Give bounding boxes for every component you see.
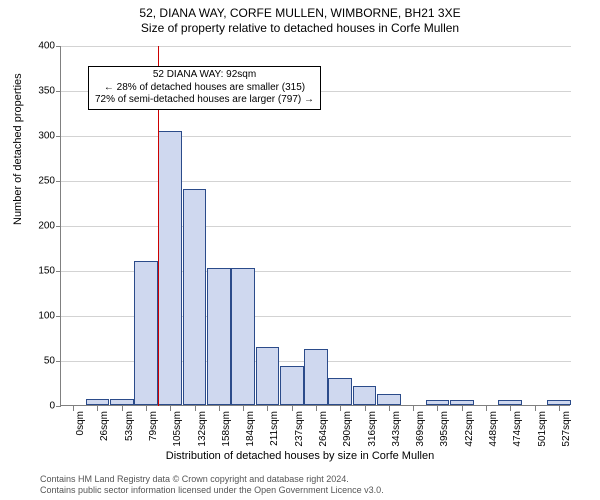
xtick-mark [413,406,414,411]
xtick-mark [316,406,317,411]
xtick-label: 264sqm [318,411,329,471]
histogram-bar [304,349,328,405]
histogram-bar [353,386,377,405]
ytick-mark [56,136,61,137]
xtick-mark [292,406,293,411]
histogram-bar [183,189,207,405]
xtick-mark [219,406,220,411]
ytick-label: 200 [15,221,55,232]
histogram-bar [110,399,134,405]
xtick-label: 448sqm [488,411,499,471]
xtick-mark [122,406,123,411]
histogram-bar [207,268,231,405]
footer-line-2: Contains public sector information licen… [40,485,384,496]
xtick-mark [195,406,196,411]
histogram-bar [134,261,158,405]
ytick-mark [56,91,61,92]
xtick-label: 474sqm [512,411,523,471]
ytick-mark [56,46,61,47]
histogram-bar [231,268,255,405]
ytick-label: 150 [15,266,55,277]
ytick-mark [56,271,61,272]
xtick-label: 395sqm [439,411,450,471]
xtick-label: 0sqm [75,411,86,471]
xtick-mark [73,406,74,411]
ytick-mark [56,316,61,317]
histogram-bar [328,378,352,405]
xtick-label: 158sqm [221,411,232,471]
xtick-label: 105sqm [172,411,183,471]
title-line-1: 52, DIANA WAY, CORFE MULLEN, WIMBORNE, B… [0,6,600,21]
histogram-bar [280,366,304,405]
xtick-label: 316sqm [367,411,378,471]
ytick-label: 400 [15,41,55,52]
chart-title-block: 52, DIANA WAY, CORFE MULLEN, WIMBORNE, B… [0,0,600,36]
xtick-label: 343sqm [391,411,402,471]
xtick-mark [389,406,390,411]
xtick-label: 237sqm [294,411,305,471]
gridline [61,136,571,137]
xtick-label: 184sqm [245,411,256,471]
ytick-label: 300 [15,131,55,142]
ytick-label: 250 [15,176,55,187]
annotation-box: 52 DIANA WAY: 92sqm← 28% of detached hou… [88,66,321,110]
gridline [61,226,571,227]
xtick-label: 422sqm [464,411,475,471]
xtick-mark [462,406,463,411]
xtick-label: 501sqm [537,411,548,471]
annotation-line: 72% of semi-detached houses are larger (… [95,94,314,107]
histogram-bar [547,400,571,405]
ytick-mark [56,361,61,362]
annotation-line: 52 DIANA WAY: 92sqm [95,69,314,82]
xtick-mark [365,406,366,411]
xtick-mark [486,406,487,411]
chart-area: 0501001502002503003504000sqm26sqm53sqm79… [60,46,570,406]
histogram-bar [158,131,182,406]
histogram-bar [256,347,280,406]
histogram-bar [498,400,522,405]
xtick-label: 26sqm [99,411,110,471]
xtick-label: 53sqm [124,411,135,471]
xtick-label: 132sqm [197,411,208,471]
x-axis-title: Distribution of detached houses by size … [0,450,600,462]
histogram-bar [377,394,401,405]
footer-line-1: Contains HM Land Registry data © Crown c… [40,474,384,485]
title-line-2: Size of property relative to detached ho… [0,21,600,36]
ytick-mark [56,406,61,407]
ytick-label: 350 [15,86,55,97]
xtick-mark [243,406,244,411]
gridline [61,46,571,47]
xtick-mark [559,406,560,411]
ytick-mark [56,226,61,227]
xtick-label: 369sqm [415,411,426,471]
annotation-line: ← 28% of detached houses are smaller (31… [95,82,314,95]
footer-attribution: Contains HM Land Registry data © Crown c… [40,474,384,496]
ytick-label: 0 [15,401,55,412]
xtick-mark [535,406,536,411]
gridline [61,181,571,182]
histogram-bar [450,400,474,405]
histogram-bar [426,400,450,405]
ytick-label: 100 [15,311,55,322]
xtick-mark [146,406,147,411]
xtick-label: 290sqm [342,411,353,471]
xtick-label: 211sqm [269,411,280,471]
histogram-bar [86,399,110,405]
xtick-label: 527sqm [561,411,572,471]
ytick-label: 50 [15,356,55,367]
ytick-mark [56,181,61,182]
xtick-label: 79sqm [148,411,159,471]
